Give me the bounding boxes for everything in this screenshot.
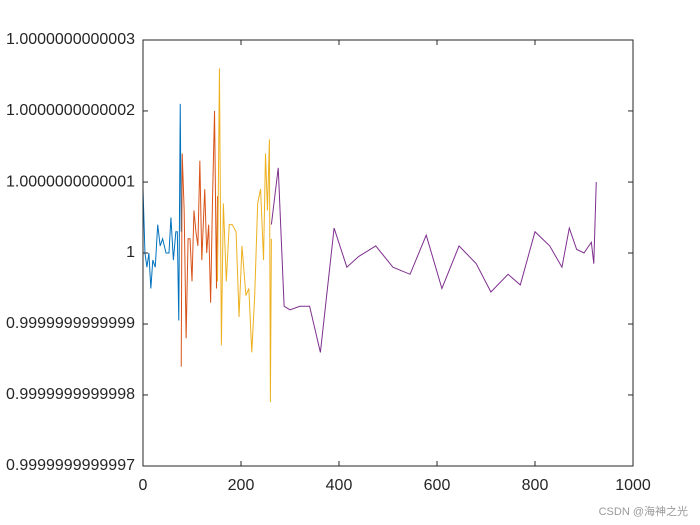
x-tick-label: 200 [228,477,255,494]
y-tick-label: 1.0000000000003 [6,31,135,48]
x-tick-label: 800 [522,477,549,494]
watermark: CSDN @海神之光 [599,504,688,518]
plot-area [143,40,633,466]
data-line [270,167,597,353]
y-tick-label: 1.0000000000001 [6,173,135,190]
x-tick-label: 600 [424,477,451,494]
x-tick-label: 400 [326,477,353,494]
data-line [180,110,218,367]
data-line [216,68,272,403]
data-line [142,103,182,321]
y-tick-label: 0.9999999999997 [6,457,135,474]
y-tick-label: 0.9999999999999 [6,315,135,332]
y-tick-label: 0.9999999999998 [6,386,135,403]
y-tick-label: 1.0000000000002 [6,102,135,119]
x-tick-label: 1000 [615,477,651,494]
x-tick-label: 0 [139,477,148,494]
y-tick-label: 1 [126,244,135,261]
